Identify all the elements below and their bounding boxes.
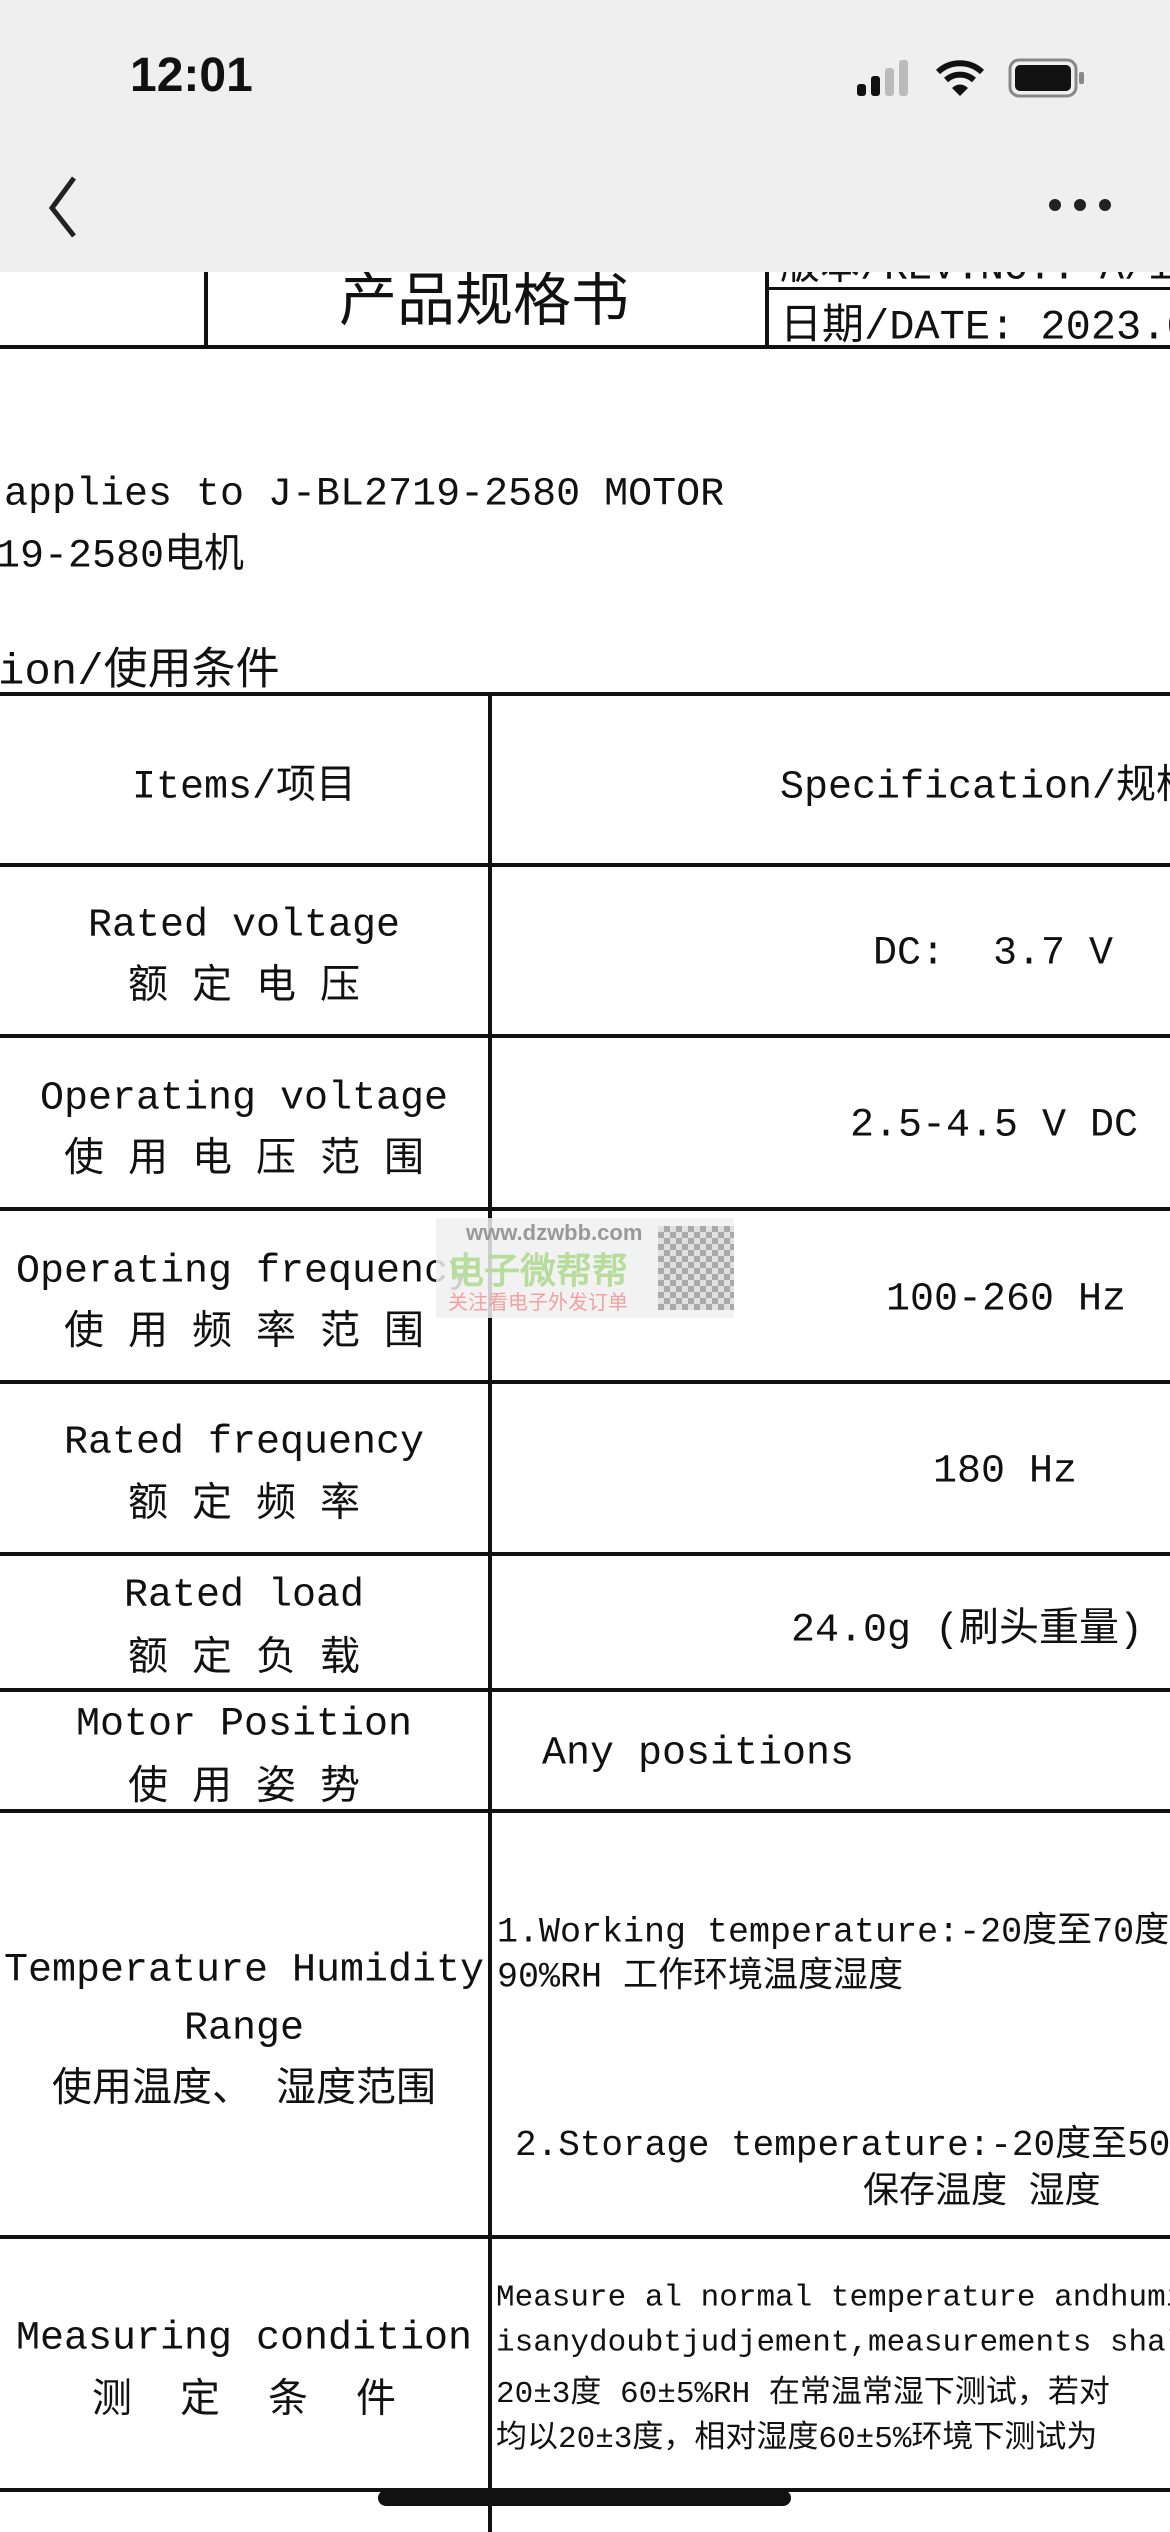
status-time: 12:01 — [130, 49, 253, 102]
item-en: Operating frequency — [15, 1249, 473, 1295]
table-line — [0, 1034, 1170, 1038]
spec-value: DC: 3.7 V — [873, 931, 1114, 977]
spec-value: Any positions — [542, 1731, 855, 1777]
wifi-icon — [935, 60, 985, 96]
section-title: ion/使用条件 — [0, 647, 280, 698]
scope-line-en: applies to J-BL2719-2580 MOTOR — [4, 472, 725, 518]
item-zh: 使 用 频 率 范 围 — [63, 1311, 425, 1357]
table-line — [0, 1380, 1170, 1384]
item-en: Range — [183, 2006, 305, 2052]
battery-icon — [1008, 58, 1084, 98]
scope-line-zh: 19-2580电机 — [0, 534, 245, 580]
watermark: www.dzwbb.com 电子微帮帮 关注看电子外发订单 — [436, 1218, 734, 1318]
cellular-signal-icon — [857, 60, 908, 96]
item-zh: 额 定 负 载 — [127, 1637, 361, 1683]
spec-value: 2.Storage temperature:-20度至50度 — [515, 2125, 1170, 2166]
item-en: Temperature Humidity — [3, 1948, 485, 1994]
doc-title: 产品规格书 — [338, 266, 630, 334]
item-zh: 使用温度、 湿度范围 — [51, 2068, 437, 2114]
item-en: Rated voltage — [87, 903, 401, 949]
back-button[interactable] — [40, 170, 90, 240]
spec-value: Measure al normal temperature andhumid — [496, 2280, 1170, 2316]
header-divider — [204, 260, 208, 348]
item-en: Rated load — [123, 1573, 365, 1619]
item-zh: 使 用 电 压 范 围 — [63, 1138, 425, 1184]
spec-value: 90%RH 工作环境温度湿度 — [497, 1957, 904, 1998]
header-divider — [765, 260, 769, 348]
table-line — [0, 1552, 1170, 1556]
col-header-spec: Specification/规格 — [780, 765, 1170, 811]
spec-value: 2.5-4.5 V DC — [850, 1103, 1139, 1149]
home-indicator[interactable] — [378, 2490, 791, 2506]
spec-value: 20±3度 60±5%RH 在常温常湿下测试，若对 — [496, 2377, 1110, 2412]
spec-value: 均以20±3度，相对湿度60±5%环境下测试为 — [496, 2422, 1098, 2457]
table-line — [0, 1207, 1170, 1211]
item-zh: 测 定 条 件 — [91, 2379, 397, 2425]
column-divider — [488, 692, 492, 2532]
more-button[interactable] — [1045, 195, 1115, 215]
doc-date: 日期/DATE: 2023.0 — [780, 303, 1170, 352]
item-zh: 额 定 频 率 — [127, 1483, 361, 1529]
col-header-items: Items/项目 — [131, 765, 357, 811]
item-zh: 额 定 电 压 — [127, 965, 361, 1011]
qr-code-icon — [658, 1226, 734, 1310]
spec-value: 1.Working temperature:-20度至70度, — [497, 1912, 1170, 1953]
item-en: Operating voltage — [39, 1076, 449, 1122]
table-line — [0, 1688, 1170, 1692]
spec-value: 24.0g (刷头重量) — [791, 1608, 1144, 1654]
spec-value: isanydoubtjudjement,measurements shall — [496, 2325, 1170, 2361]
spec-value: 100-260 Hz — [886, 1277, 1127, 1323]
table-line — [0, 692, 1170, 696]
header-divider — [767, 287, 1170, 290]
item-zh: 使 用 姿 势 — [127, 1766, 361, 1812]
item-en: Rated frequency — [63, 1420, 425, 1466]
table-line — [0, 2235, 1170, 2239]
header-bottom-line — [0, 345, 1170, 349]
table-line — [0, 863, 1170, 867]
item-en: Motor Position — [75, 1702, 413, 1748]
spec-value: 180 Hz — [933, 1449, 1078, 1495]
watermark-slogan: 关注看电子外发订单 — [448, 1290, 628, 1314]
watermark-url: www.dzwbb.com — [466, 1220, 643, 1245]
item-en: Measuring condition — [15, 2316, 473, 2362]
table-line — [0, 1809, 1170, 1813]
top-bar: 12:01 — [0, 0, 1170, 272]
watermark-brand: 电子微帮帮 — [448, 1251, 629, 1292]
spec-value: 保存温度 湿度 — [863, 2172, 1101, 2213]
